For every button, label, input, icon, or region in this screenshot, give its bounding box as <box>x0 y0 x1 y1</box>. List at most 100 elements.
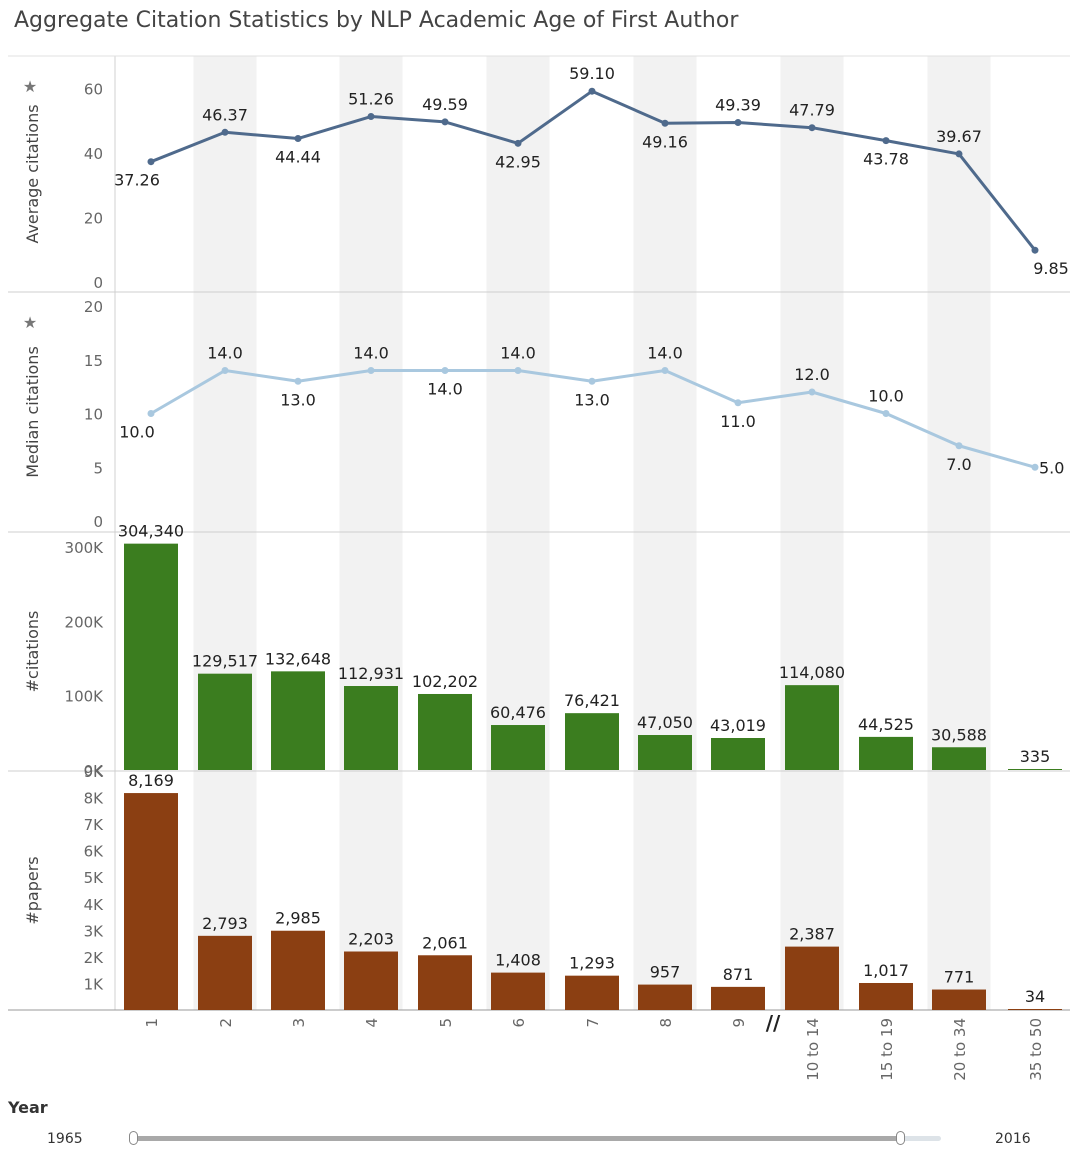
data-label: 957 <box>650 963 681 982</box>
data-point <box>294 135 302 143</box>
data-point <box>661 119 669 127</box>
data-label: 60,476 <box>490 703 546 722</box>
data-label: 47,050 <box>637 713 693 732</box>
bar <box>124 793 178 1010</box>
data-label: 2,985 <box>275 909 321 928</box>
data-point <box>367 113 375 121</box>
data-point <box>808 124 816 132</box>
y-tick-label: 10 <box>84 406 103 424</box>
data-point <box>441 118 449 126</box>
bar <box>565 713 619 770</box>
year-slider-range[interactable] <box>133 1136 901 1141</box>
y-tick-label: 3K <box>84 922 105 940</box>
year-slider-end-handle[interactable] <box>896 1131 905 1145</box>
data-label: 30,588 <box>931 725 987 744</box>
bar <box>198 935 252 1010</box>
data-label: 132,648 <box>265 649 331 668</box>
bar <box>198 673 252 770</box>
panel-average-citations: Average citations ★ 0 20 40 60 37.26 46.37 44.44… <box>23 64 1069 292</box>
data-point <box>514 139 522 147</box>
y-tick-label: 20 <box>84 209 103 227</box>
data-point <box>514 367 522 374</box>
axis-break-marker: // <box>766 1011 781 1035</box>
bar <box>932 989 986 1010</box>
panel--papers: #papers 1K 2K 3K 4K 5K 6K 7K 8K 9K 8,169 2,793 2,985… <box>23 763 1062 1010</box>
data-point <box>147 410 155 417</box>
x-tick-label: 20 to 34 <box>951 1018 969 1081</box>
data-label: 46.37 <box>202 105 248 124</box>
bar <box>418 955 472 1010</box>
year-slider-start-handle[interactable] <box>129 1131 138 1145</box>
data-point <box>588 377 596 385</box>
data-label: 871 <box>723 965 754 984</box>
y-tick-label: 9K <box>84 763 105 781</box>
data-label: 14.0 <box>647 344 683 363</box>
data-label: 44,525 <box>858 715 914 734</box>
pin-icon: ★ <box>23 77 37 96</box>
data-label: 44.44 <box>275 148 321 167</box>
data-label: 2,387 <box>789 925 835 944</box>
data-label: 49.59 <box>422 95 468 114</box>
bar <box>932 747 986 770</box>
x-tick-label: 9 <box>730 1018 748 1028</box>
series-line <box>150 369 1036 469</box>
bar <box>491 725 545 770</box>
data-point <box>221 128 229 136</box>
data-label: 49.39 <box>715 96 761 115</box>
bar <box>1008 1009 1062 1010</box>
bar <box>418 693 472 770</box>
data-label: 39.67 <box>936 127 982 146</box>
data-point <box>221 367 229 374</box>
y-tick-label: 60 <box>84 80 103 98</box>
data-label: 37.26 <box>114 171 160 190</box>
category-band <box>193 56 257 1010</box>
category-bands <box>193 56 991 1010</box>
category-band <box>339 56 403 1010</box>
data-point <box>734 399 742 407</box>
data-label: 76,421 <box>564 691 620 710</box>
bar <box>859 982 913 1010</box>
y-tick-label: 20 <box>84 298 103 316</box>
x-tick-label: 2 <box>217 1018 235 1028</box>
data-label: 2,061 <box>422 933 468 952</box>
data-label: 2,203 <box>348 929 394 948</box>
data-label: 102,202 <box>412 672 478 691</box>
data-label: 129,517 <box>192 652 258 671</box>
y-axis-title: #papers <box>23 856 42 924</box>
data-point <box>955 150 963 158</box>
data-point <box>1031 246 1039 254</box>
x-tick-label: 7 <box>584 1018 602 1028</box>
chart-area: Average citations★020406037.2646.3744.44… <box>8 55 1070 1081</box>
data-label: 112,931 <box>338 664 404 683</box>
y-tick-label: 0 <box>93 274 103 292</box>
y-axis-title: Average citations <box>23 104 42 243</box>
data-label: 51.26 <box>348 90 394 109</box>
bar <box>344 686 398 770</box>
y-tick-label: 2K <box>84 949 105 967</box>
data-label: 335 <box>1020 747 1051 766</box>
y-tick-label: 8K <box>84 790 105 808</box>
pin-icon: ★ <box>23 313 37 332</box>
data-point <box>588 87 596 95</box>
data-label: 47.79 <box>789 101 835 120</box>
panel--citations: #citations 0K 100K 200K 300K 304,340 129,517 13… <box>23 522 1062 780</box>
y-axis-title: Median citations <box>23 346 42 478</box>
data-label: 771 <box>944 968 975 987</box>
bar <box>638 984 692 1010</box>
y-tick-label: 7K <box>84 816 105 834</box>
y-tick-label: 100K <box>65 688 105 706</box>
data-label: 2,793 <box>202 914 248 933</box>
x-tick-label: 3 <box>290 1018 308 1028</box>
bar <box>271 671 325 770</box>
data-label: 13.0 <box>280 390 316 409</box>
data-label: 114,080 <box>779 663 845 682</box>
data-label: 14.0 <box>353 344 389 363</box>
x-tick-label: 6 <box>510 1018 528 1028</box>
x-tick-label: 5 <box>437 1018 455 1028</box>
data-label: 5.0 <box>1039 458 1064 477</box>
data-label: 49.16 <box>642 132 688 151</box>
bar <box>785 946 839 1010</box>
x-tick-label: 1 <box>143 1018 161 1028</box>
y-tick-label: 4K <box>84 896 105 914</box>
data-label: 1,408 <box>495 951 541 970</box>
